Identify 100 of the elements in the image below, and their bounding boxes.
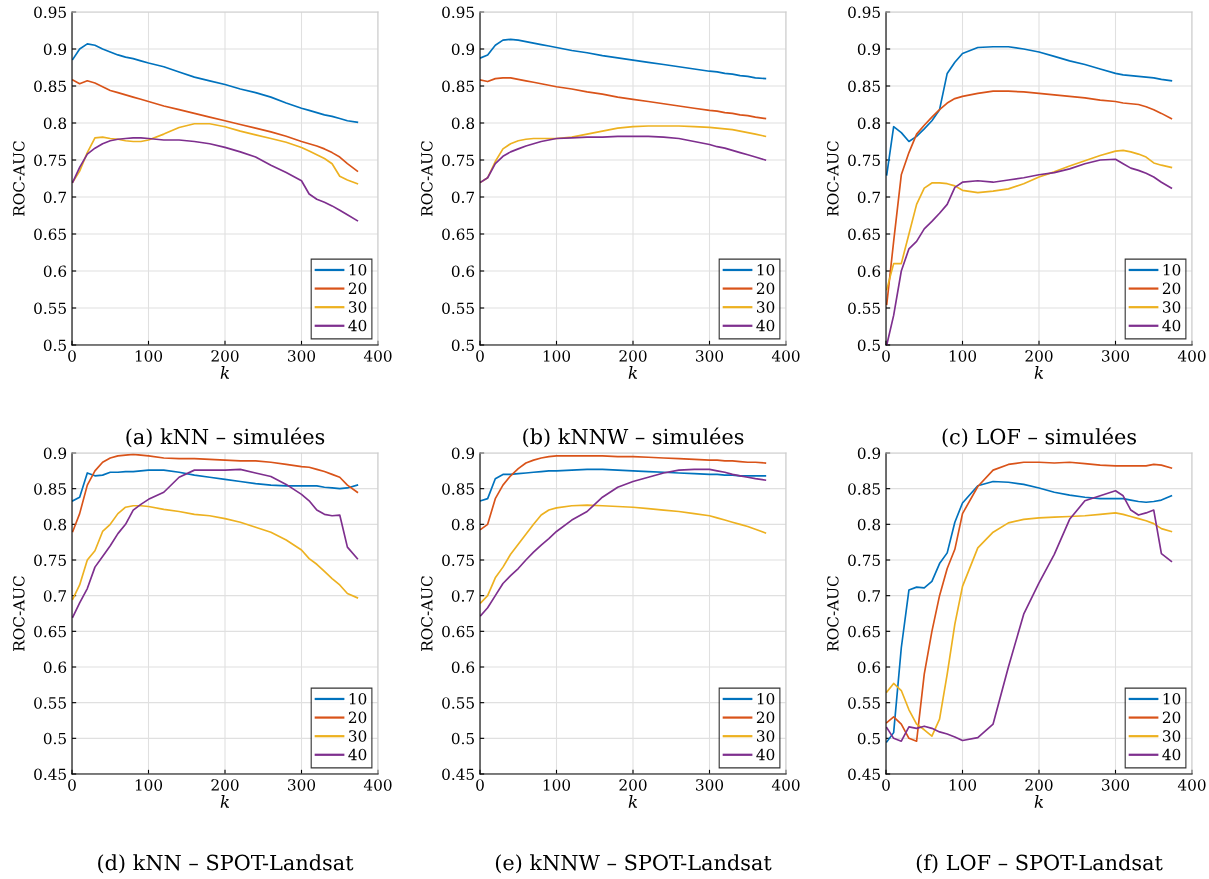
- y-tick-label: 0.85: [848, 483, 880, 495]
- y-tick-label: 0.5: [451, 339, 474, 352]
- y-tick-label: 0.5: [43, 732, 66, 745]
- y-tick-label: 0.8: [451, 518, 475, 531]
- y-tick-label: 0.6: [857, 661, 881, 674]
- y-tick-label: 0.85: [848, 80, 880, 93]
- y-tick-label: 0.7: [857, 590, 881, 602]
- x-tick-label: 300: [288, 350, 316, 362]
- x-tick-label: 200: [1025, 779, 1053, 791]
- y-tick-label: 0.9: [451, 43, 475, 56]
- text: (a) kNN – simulées: [126, 427, 325, 448]
- line-series: [72, 504, 359, 601]
- legend-label: 10: [757, 263, 775, 276]
- y-axis-title: ROC-AUC: [421, 576, 433, 651]
- legend-label: 10: [1163, 263, 1181, 276]
- y-tick-label: 0.8: [43, 117, 67, 130]
- y-tick-label: 0.75: [34, 554, 66, 567]
- legend-label: 30: [757, 730, 775, 742]
- y-tick-label: 0.7: [451, 191, 475, 204]
- y-tick-label: 0.6: [43, 265, 67, 278]
- legend-label: 30: [1163, 730, 1181, 742]
- y-tick-label: 0.9: [451, 447, 475, 460]
- y-tick-label: 0.9: [43, 447, 67, 460]
- y-tick-label: 0.65: [848, 228, 880, 241]
- x-tick-label: 300: [696, 779, 724, 791]
- x-tick-label: 400: [363, 350, 392, 362]
- y-tick-label: 0.85: [442, 483, 474, 495]
- line-series: [72, 42, 359, 124]
- x-tick-label: 300: [1102, 779, 1130, 791]
- y-axis-title: ROC-AUC: [421, 141, 433, 216]
- x-axis-title: k: [220, 795, 230, 808]
- text: (c) LOF – simulées: [942, 427, 1136, 448]
- legend-label: 10: [1163, 692, 1181, 705]
- y-tick-label: 0.6: [857, 265, 881, 278]
- y-tick-label: 0.55: [848, 302, 880, 315]
- y-tick-label: 0.75: [848, 554, 880, 567]
- y-axis-title: ROC-AUC: [827, 576, 839, 651]
- legend-label: 20: [1162, 711, 1181, 724]
- x-tick-label: 0: [882, 350, 890, 362]
- legend-label: 40: [348, 748, 367, 761]
- y-axis-title: ROC-AUC: [13, 141, 25, 216]
- legend-label: 40: [756, 319, 775, 332]
- y-tick-label: 0.8: [43, 518, 67, 531]
- x-tick-label: 300: [696, 350, 724, 362]
- y-tick-label: 0.7: [451, 590, 475, 602]
- y-tick-label: 0.7: [857, 191, 881, 204]
- line-series: [480, 77, 767, 120]
- x-tick-label: 0: [68, 350, 76, 362]
- legend-label: 40: [1162, 748, 1181, 761]
- line-series: [480, 38, 767, 80]
- y-tick-label: 0.45: [34, 768, 66, 781]
- x-tick-label: 400: [363, 779, 392, 791]
- y-tick-label: 0.8: [857, 518, 881, 531]
- y-tick-label: 0.5: [857, 732, 880, 745]
- x-tick-label: 400: [1177, 350, 1206, 362]
- legend-label: 10: [349, 692, 367, 705]
- y-tick-label: 0.65: [442, 228, 474, 241]
- y-tick-label: 0.6: [43, 661, 67, 674]
- x-tick-label: 0: [882, 779, 890, 791]
- y-tick-label: 0.95: [442, 6, 474, 19]
- legend-label: 30: [349, 730, 367, 742]
- legend-label: 40: [756, 748, 775, 761]
- legend-label: 20: [756, 711, 775, 724]
- y-tick-label: 0.75: [442, 154, 474, 167]
- x-tick-label: 400: [771, 779, 800, 791]
- text: (e) kNNW – SPOT-Landsat: [495, 854, 772, 874]
- text: (d) kNN – SPOT-Landsat: [98, 854, 354, 874]
- x-tick-label: 200: [211, 350, 239, 362]
- y-tick-label: 0.65: [34, 228, 66, 241]
- y-tick-label: 0.55: [34, 302, 66, 315]
- y-tick-label: 0.9: [857, 43, 881, 56]
- line-series: [480, 135, 767, 184]
- x-tick-label: 100: [543, 779, 571, 791]
- x-tick-label: 300: [1102, 350, 1130, 362]
- y-tick-label: 0.6: [451, 265, 475, 278]
- line-series: [886, 45, 1173, 176]
- y-tick-label: 0.55: [34, 697, 66, 709]
- y-tick-label: 0.7: [43, 191, 67, 204]
- legend-label: 30: [1163, 301, 1181, 313]
- x-axis-title: k: [628, 795, 638, 808]
- legend-label: 10: [757, 692, 775, 705]
- y-tick-label: 0.75: [442, 554, 474, 567]
- line-series: [480, 468, 767, 617]
- legend-label: 30: [349, 301, 367, 313]
- y-tick-label: 0.5: [43, 339, 66, 352]
- x-tick-label: 0: [476, 779, 484, 791]
- legend-label: 40: [1162, 319, 1181, 332]
- y-tick-label: 0.6: [451, 661, 475, 674]
- y-tick-label: 0.65: [442, 625, 474, 638]
- y-tick-label: 0.45: [848, 768, 880, 781]
- y-tick-label: 0.85: [442, 80, 474, 93]
- x-tick-label: 100: [949, 779, 977, 791]
- text: (b) kNNW – simulées: [523, 427, 744, 448]
- y-tick-label: 0.85: [34, 80, 66, 93]
- y-tick-label: 0.75: [34, 154, 66, 167]
- x-tick-label: 200: [1025, 350, 1053, 362]
- legend-label: 40: [348, 319, 367, 332]
- y-tick-label: 0.9: [857, 447, 881, 460]
- legend-label: 20: [348, 711, 367, 724]
- x-tick-label: 100: [135, 350, 163, 362]
